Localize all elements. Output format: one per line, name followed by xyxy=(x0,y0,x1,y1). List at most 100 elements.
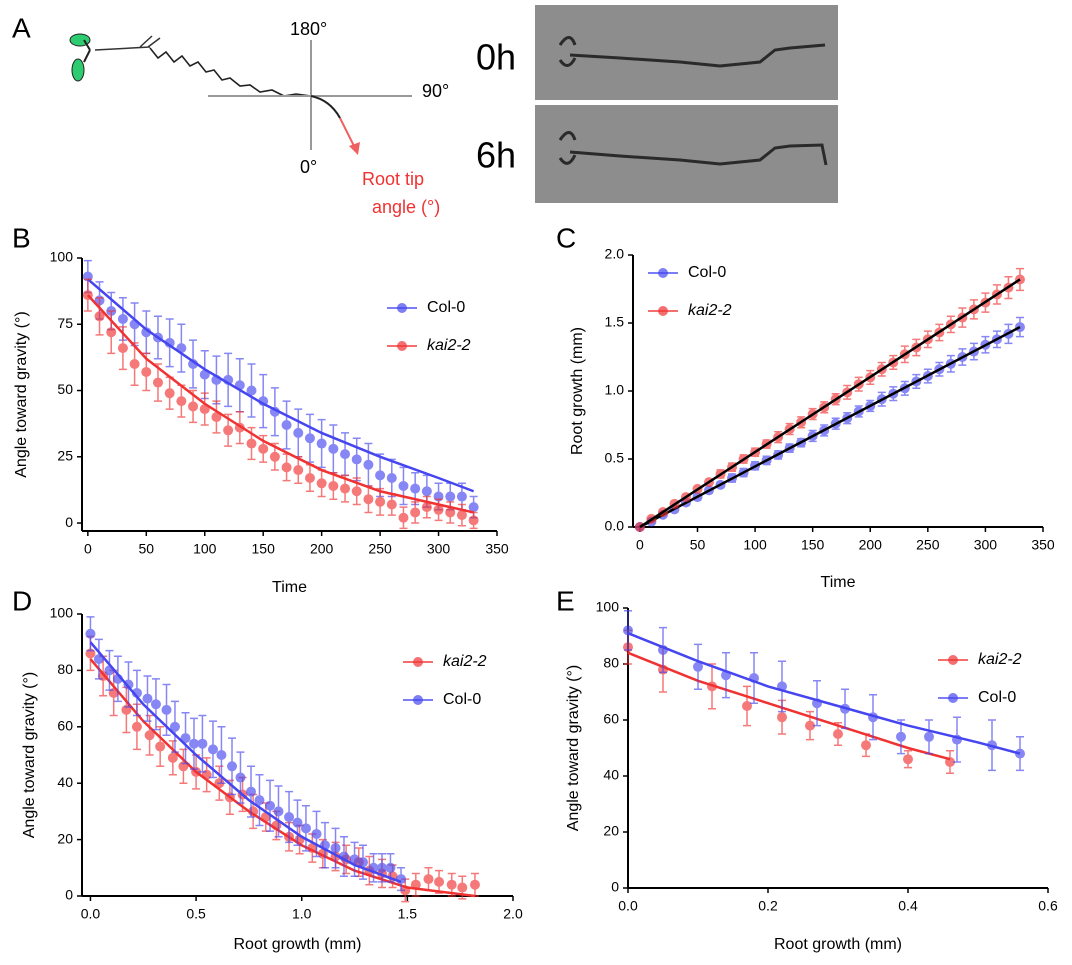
data-point xyxy=(861,740,871,751)
data-point xyxy=(777,712,787,723)
data-point xyxy=(421,502,432,513)
x-tick-label: 1.5 xyxy=(398,906,418,922)
x-tick-label: 0.4 xyxy=(898,898,918,914)
data-point xyxy=(469,879,480,890)
legend-marker xyxy=(658,306,668,316)
data-point xyxy=(316,438,327,449)
legend-marker xyxy=(397,303,407,313)
data-point xyxy=(434,876,445,887)
x-tick-label: 250 xyxy=(916,537,940,553)
y-tick-label: 0.0 xyxy=(605,518,625,534)
data-point xyxy=(924,731,934,742)
data-point xyxy=(284,812,295,823)
data-point xyxy=(410,483,421,494)
data-point xyxy=(377,862,388,873)
legend-marker xyxy=(948,693,958,703)
data-point xyxy=(445,507,456,518)
data-point xyxy=(258,443,269,454)
data-point xyxy=(176,396,187,407)
x-tick-label: 150 xyxy=(801,537,825,553)
x-tick-label: 0.0 xyxy=(618,898,638,914)
x-tick-label: 350 xyxy=(485,541,509,557)
angle-label: 90° xyxy=(422,81,449,101)
data-point xyxy=(150,699,161,710)
data-point xyxy=(363,459,374,470)
x-tick-label: 300 xyxy=(427,541,451,557)
data-point xyxy=(410,507,421,518)
data-point xyxy=(106,327,117,338)
y-tick-label: 1.0 xyxy=(605,382,625,398)
x-tick-label: 100 xyxy=(193,541,217,557)
x-tick-label: 350 xyxy=(1031,537,1055,553)
data-point xyxy=(167,752,178,763)
y-tick-label: 40 xyxy=(603,767,619,783)
fit-curve xyxy=(627,632,1021,755)
data-point xyxy=(386,472,397,483)
root xyxy=(149,47,312,97)
y-tick-label: 20 xyxy=(57,830,73,846)
data-point xyxy=(396,874,407,885)
y-axis-label: Angle toward gravity (°) xyxy=(565,665,582,831)
data-point xyxy=(142,693,153,704)
data-point xyxy=(123,679,134,690)
series xyxy=(82,278,479,530)
y-tick-label: 100 xyxy=(596,599,620,615)
panel-label: B xyxy=(12,222,31,253)
data-point xyxy=(423,874,434,885)
y-tick-label: 40 xyxy=(57,774,73,790)
data-point xyxy=(246,385,257,396)
data-point xyxy=(805,720,815,731)
x-tick-label: 1.0 xyxy=(292,906,312,922)
x-tick-label: 0 xyxy=(636,537,644,553)
data-point xyxy=(304,472,315,483)
data-point xyxy=(211,412,222,423)
data-point xyxy=(164,337,175,348)
series xyxy=(85,616,407,892)
panel-label: C xyxy=(556,222,576,253)
data-point xyxy=(375,496,386,507)
data-point xyxy=(169,721,180,732)
data-point xyxy=(131,721,142,732)
data-point xyxy=(385,862,396,873)
legend-label: kai2-2 xyxy=(688,302,732,319)
panel-label: D xyxy=(12,585,32,616)
stem xyxy=(83,39,91,63)
y-axis-label: Root growth (mm) xyxy=(569,327,586,455)
x-tick-label: 100 xyxy=(743,537,767,553)
data-point xyxy=(328,443,339,454)
data-point xyxy=(445,491,456,502)
x-tick-label: 0 xyxy=(84,541,92,557)
data-point xyxy=(903,754,913,765)
y-tick-label: 1.5 xyxy=(605,314,625,330)
legend-marker xyxy=(413,657,423,667)
legend-marker xyxy=(413,695,423,705)
legend-label: Col-0 xyxy=(443,691,481,708)
y-tick-label: 20 xyxy=(603,823,619,839)
data-point xyxy=(144,730,155,741)
time-label: 6h xyxy=(476,135,516,176)
y-tick-label: 2.0 xyxy=(605,246,625,262)
data-point xyxy=(421,486,432,497)
panel-label: E xyxy=(556,585,575,616)
x-axis-label: Root growth (mm) xyxy=(774,936,902,953)
y-tick-label: 0 xyxy=(65,514,73,530)
fit-curve xyxy=(639,325,1021,529)
fit-curve xyxy=(639,278,1021,529)
y-tick-label: 0 xyxy=(65,887,73,903)
data-point xyxy=(269,451,280,462)
data-point xyxy=(246,438,257,449)
arrow-head xyxy=(349,142,360,155)
seedling xyxy=(558,131,828,166)
data-point xyxy=(207,744,218,755)
y-tick-label: 100 xyxy=(50,605,74,621)
data-point xyxy=(398,512,409,523)
hypocotyl xyxy=(94,35,161,51)
data-point xyxy=(265,800,276,811)
x-tick-label: 250 xyxy=(368,541,392,557)
data-point xyxy=(316,478,327,489)
data-point xyxy=(349,854,360,865)
legend-marker xyxy=(397,341,407,351)
data-point xyxy=(188,401,199,412)
data-point xyxy=(433,504,444,515)
